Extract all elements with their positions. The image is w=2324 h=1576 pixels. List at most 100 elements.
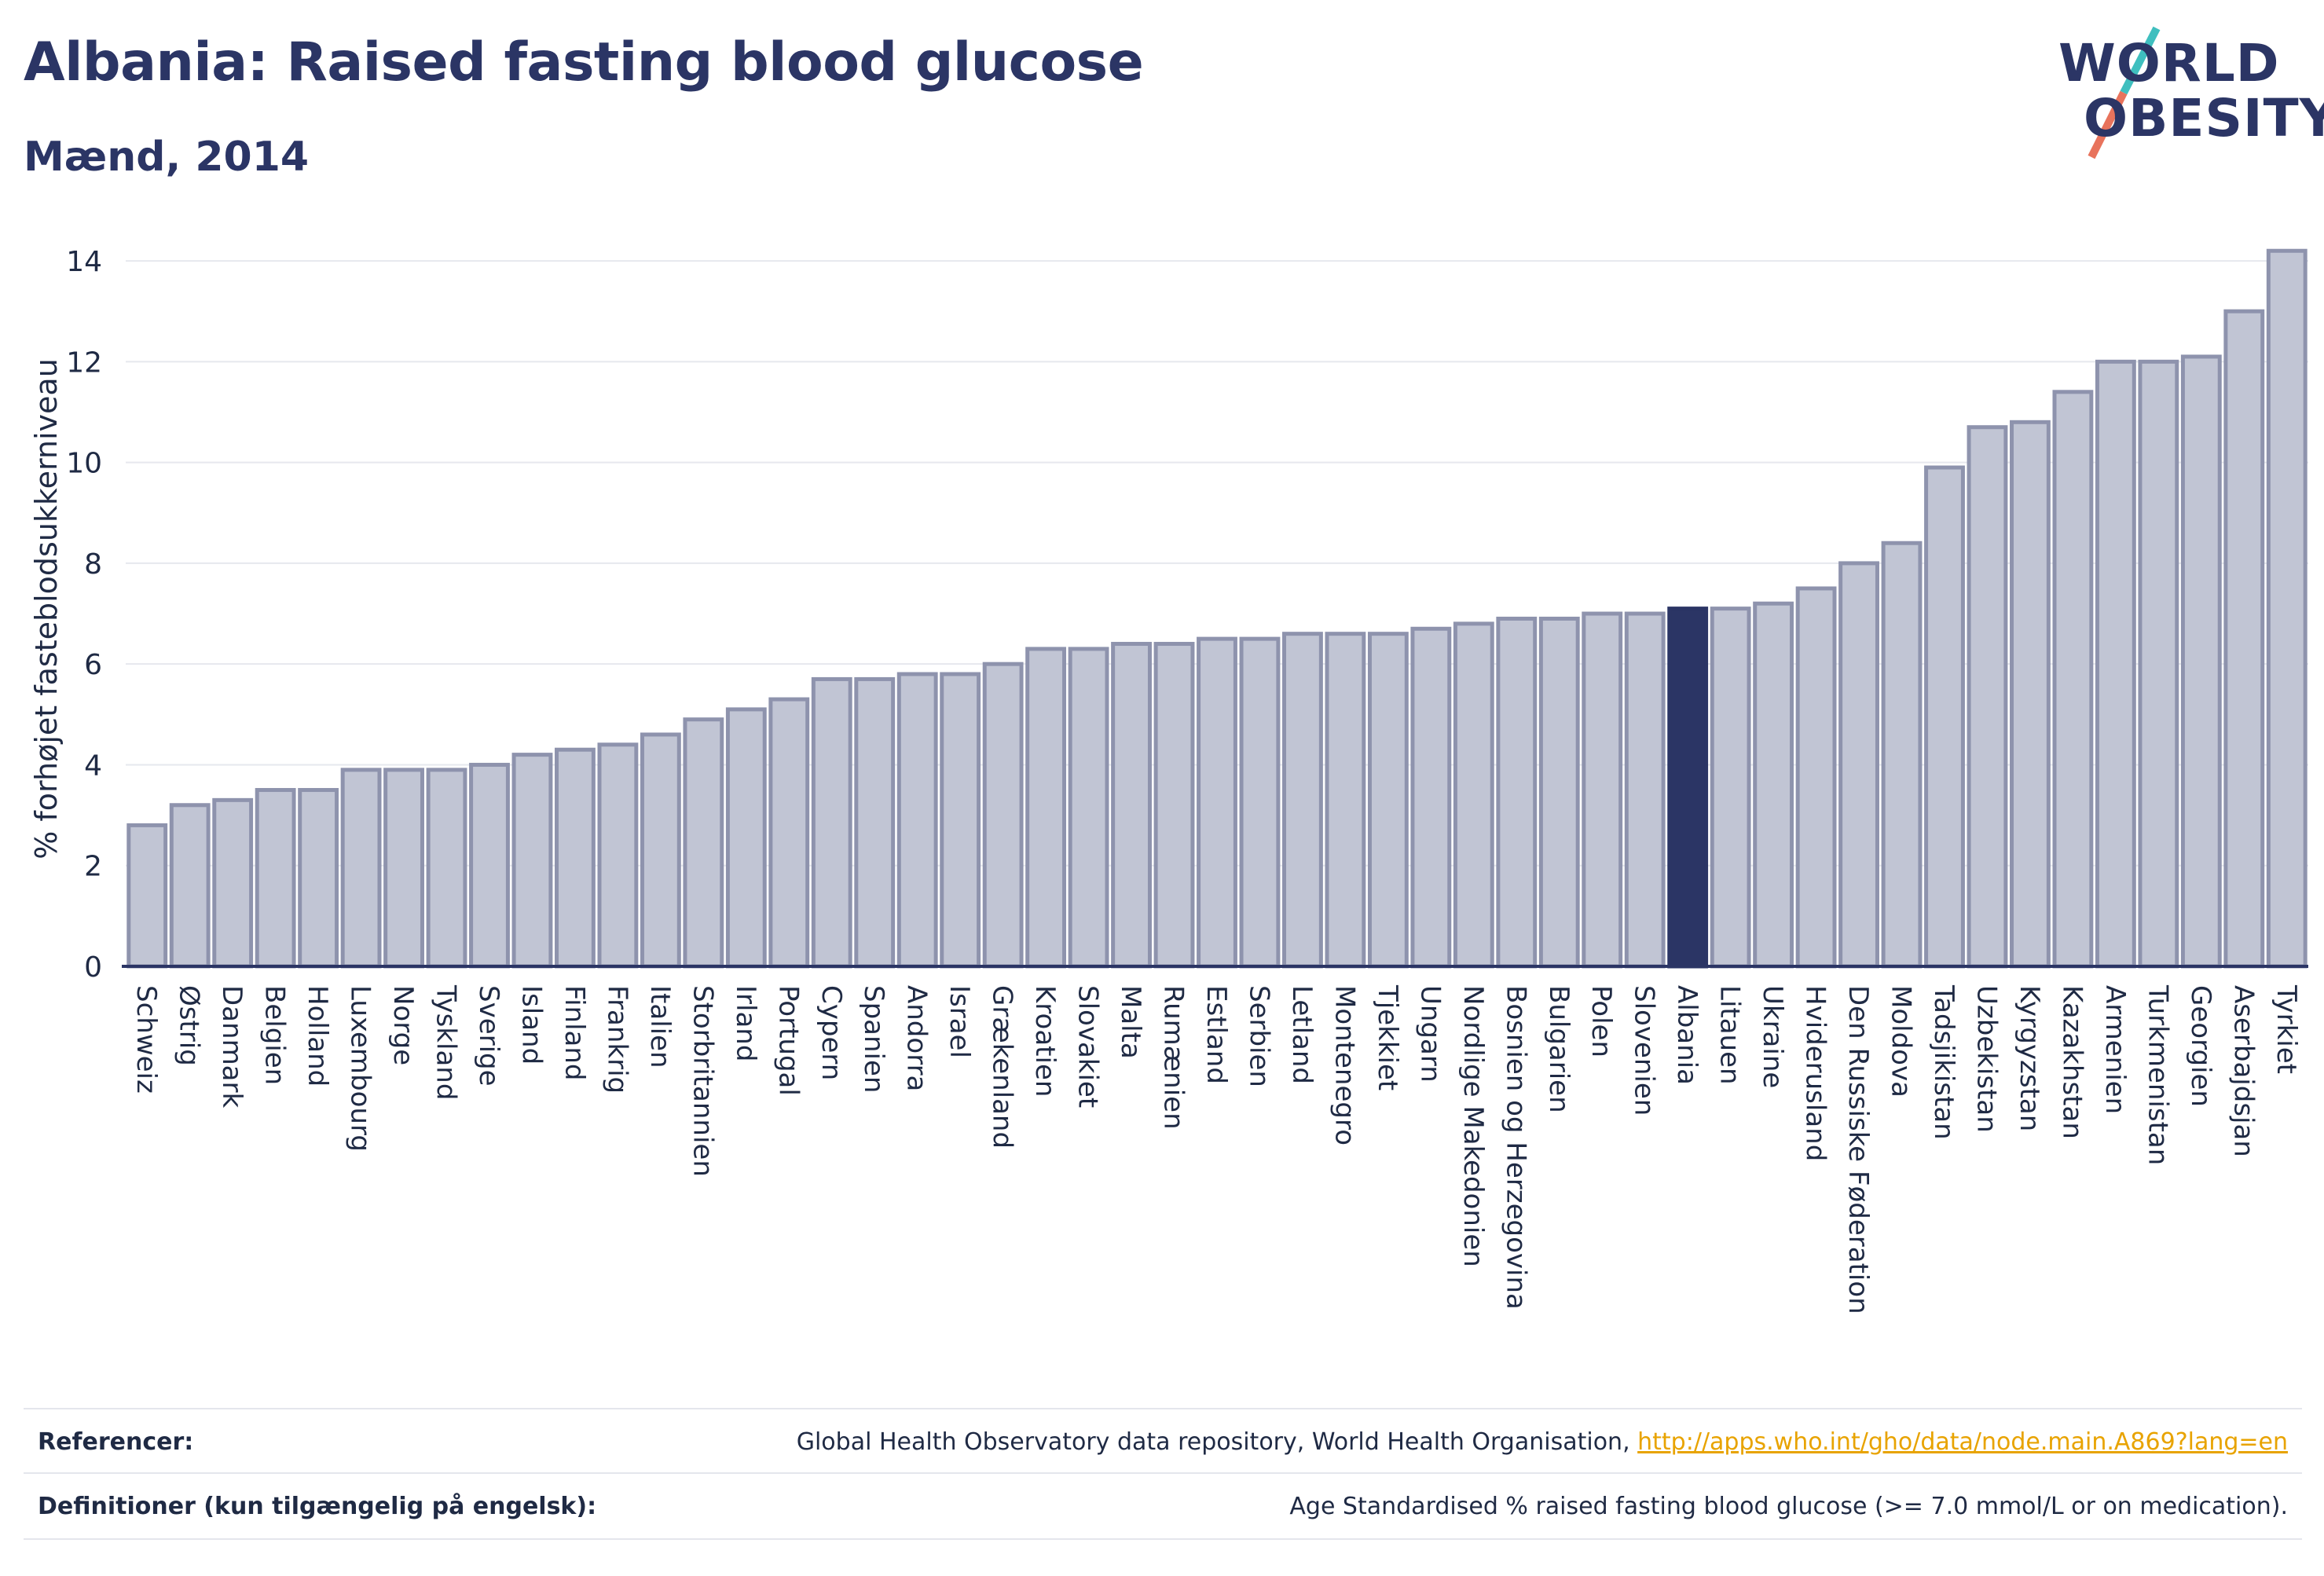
x-tick-label: Kyrgyzstan — [2014, 985, 2045, 1131]
x-tick-label: Sverige — [473, 985, 504, 1087]
y-tick-label: 14 — [66, 246, 102, 278]
bar-hviderusland — [1795, 586, 1837, 969]
references-link[interactable]: http://apps.who.int/gho/data/node.main.A… — [1637, 1428, 2288, 1456]
definitions-value: Age Standardised % raised fasting blood … — [1289, 1493, 2288, 1520]
bar-luxembourg — [340, 768, 382, 969]
chart-subtitle: Mænd, 2014 — [24, 134, 310, 181]
x-tick-label: Portugal — [772, 985, 804, 1096]
bar-slovenien — [1624, 611, 1666, 969]
bar-norge — [383, 768, 424, 969]
bar-rumænien — [1153, 642, 1195, 969]
bar-holland — [298, 788, 339, 969]
x-tick-label: Den Russiske Føderation — [1842, 985, 1874, 1314]
y-tick-label: 10 — [66, 448, 102, 480]
bar-malta — [1111, 642, 1152, 969]
bar-island — [511, 753, 553, 969]
x-tick-label: Tjekkiet — [1372, 984, 1403, 1090]
x-tick-label: Spanien — [858, 985, 889, 1093]
bar-kazakhstan — [2052, 390, 2094, 969]
x-tick-label: Tyskland — [431, 984, 462, 1100]
y-tick-label: 4 — [84, 750, 102, 782]
x-tick-label: Ukraine — [1757, 985, 1788, 1088]
bar-bulgarien — [1538, 616, 1580, 969]
bar-moldova — [1881, 541, 1923, 969]
bar-kroatien — [1025, 647, 1067, 969]
x-tick-label: Litauen — [1714, 985, 1746, 1085]
bar-ukraine — [1753, 601, 1794, 969]
x-tick-label: Danmark — [216, 985, 247, 1108]
bar-turkmenistan — [2138, 359, 2179, 969]
bar-spanien — [854, 676, 896, 969]
x-tick-label: Luxembourg — [345, 985, 376, 1152]
x-tick-label: Slovakiet — [1072, 985, 1104, 1108]
bar-italien — [640, 732, 681, 969]
bar-ungarn — [1410, 626, 1452, 969]
definitions-row: Definitioner (kun tilgængelig på engelsk… — [24, 1472, 2302, 1540]
bar-schweiz — [126, 823, 168, 969]
bar-tyskland — [426, 768, 467, 969]
world-obesity-logo: WORLD OBESITY — [2051, 24, 2324, 165]
y-tick-label: 8 — [84, 548, 102, 581]
logo-slash-icon — [2088, 26, 2161, 159]
bar-tjekkiet — [1367, 632, 1409, 969]
bar-albania — [1667, 607, 1709, 969]
bar-chart: 0 2 4 6 8 10 12 14 Schweiz Østrig Danmark Belgien Ho… — [29, 246, 2308, 1314]
x-tick-label: Norge — [387, 985, 419, 1065]
x-tick-label: Andorra — [901, 985, 933, 1091]
definitions-label: Definitioner (kun tilgængelig på engelsk… — [38, 1493, 597, 1520]
bar-grækenland — [982, 662, 1024, 969]
x-tick-label: Letland — [1286, 985, 1318, 1084]
x-tick-label: Slovenien — [1629, 985, 1660, 1116]
x-tick-label: Aserbajdsjan — [2227, 985, 2259, 1157]
x-tick-label: Bosnien og Herzegovina — [1500, 985, 1531, 1310]
bar-litauen — [1710, 607, 1751, 969]
bar-belgien — [255, 788, 296, 969]
bar-tadsjikistan — [1924, 465, 1965, 969]
bar-portugal — [768, 697, 810, 969]
y-tick-label: 6 — [84, 649, 102, 681]
bar-andorra — [896, 672, 938, 969]
bar-armenien — [2095, 359, 2136, 969]
x-tick-label: Moldova — [1886, 985, 1917, 1098]
x-tick-label: Uzbekistan — [1970, 985, 2002, 1133]
x-tick-label: Schweiz — [130, 985, 162, 1094]
bar-serbien — [1239, 636, 1281, 969]
bar-georgien — [2180, 354, 2222, 969]
bar-bosnien-og-herzegovina — [1496, 616, 1538, 969]
x-tick-label: Hviderusland — [1800, 985, 1831, 1161]
x-tick-label: Italien — [644, 985, 676, 1068]
x-tick-label: Belgien — [259, 985, 291, 1085]
bar-den-russiske-føderation — [1838, 561, 1879, 969]
references-label: Referencer: — [38, 1428, 194, 1456]
x-tick-label: Albania — [1671, 985, 1703, 1085]
x-tick-label: Holland — [302, 985, 333, 1087]
x-tick-label: Cypern — [816, 985, 847, 1080]
y-axis-title: % forhøjet fasteblodsukkerniveau — [29, 358, 64, 859]
x-tick-label: Grækenland — [987, 985, 1018, 1149]
x-tick-label: Storbritannien — [687, 985, 718, 1177]
bar-polen — [1582, 611, 1623, 969]
x-tick-label: Malta — [1115, 985, 1146, 1059]
bar-tyrkiet — [2266, 248, 2308, 969]
bar-montenegro — [1325, 632, 1366, 969]
x-tick-label: Turkmenistan — [2142, 984, 2173, 1165]
y-tick-label: 12 — [66, 346, 102, 379]
x-tick-label: Rumænien — [1158, 985, 1189, 1130]
references-value: Global Health Observatory data repositor… — [797, 1428, 2288, 1456]
bar-kyrgyzstan — [2010, 420, 2051, 969]
bar-østrig — [169, 803, 211, 969]
x-tick-label: Estland — [1200, 985, 1232, 1084]
x-tick-label: Tyrkiet — [2271, 984, 2302, 1074]
x-tick-label: Island — [515, 985, 547, 1065]
bar-slovakiet — [1068, 647, 1109, 969]
x-tick-label: Bulgarien — [1543, 985, 1574, 1113]
bar-uzbekistan — [1967, 425, 2008, 969]
y-tick-label: 2 — [84, 851, 102, 883]
x-tick-label: Ungarn — [1414, 985, 1446, 1083]
x-tick-label: Finland — [559, 985, 590, 1081]
y-tick-label: 0 — [84, 951, 102, 984]
bar-israel — [940, 672, 981, 969]
bar-estland — [1197, 636, 1237, 969]
x-tick-label: Armenien — [2099, 985, 2131, 1114]
bar-nordlige-makedonien — [1453, 621, 1494, 969]
